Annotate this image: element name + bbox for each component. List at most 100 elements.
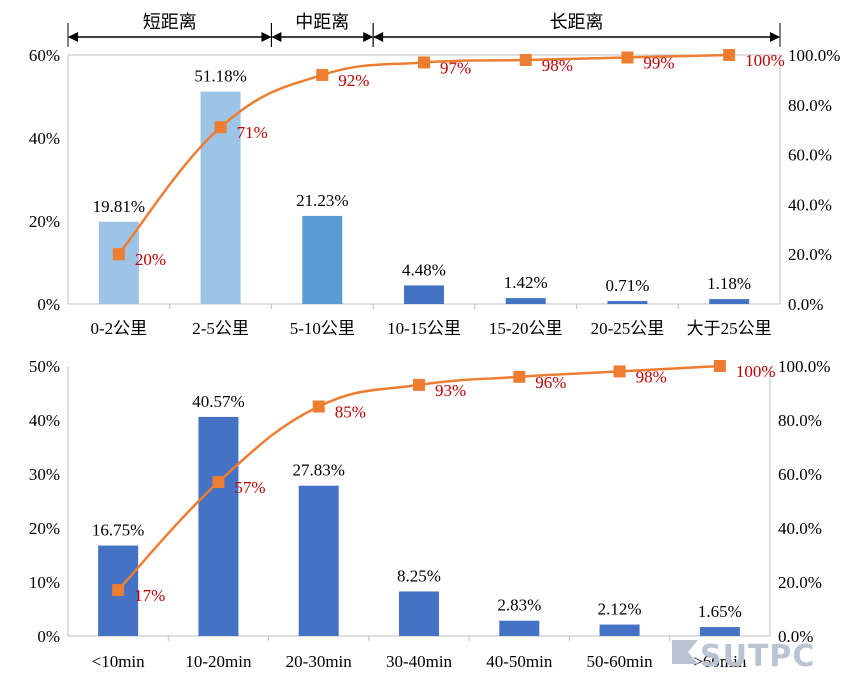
band-label: 短距离 (143, 12, 197, 33)
y2-tick-label: 20.0% (778, 573, 822, 592)
time-chart: 0% 10% 20% 30% 40% 50% 0.0% 20.0% 40.0% 60.0% 80.0… (29, 357, 831, 671)
y2-tick-label: 40.0% (778, 519, 822, 538)
cumulative-marker (723, 49, 736, 61)
y2-tick-label: 60.0% (778, 465, 822, 484)
cumulative-marker (713, 360, 726, 372)
band-label: 长距离 (550, 12, 604, 33)
band-arrow-head-left (271, 32, 282, 42)
bar-value-label: 2.83% (497, 596, 541, 615)
y-tick-label: 10% (29, 573, 60, 592)
bar-value-label: 51.18% (194, 67, 246, 86)
band-arrow-head-right (770, 32, 780, 42)
distance-chart: 0% 20% 40% 60% 0.0% 20.0% 40.0% 60.0% 80.0% 100.0… (29, 12, 841, 338)
y2-tick-label: 80.0% (788, 96, 832, 115)
bar (404, 285, 444, 304)
bar-value-label: 19.81% (93, 197, 145, 216)
bar (198, 416, 239, 636)
cumulative-marker (413, 378, 425, 391)
bar-value-label: 1.18% (707, 274, 751, 293)
cumulative-marker (316, 68, 329, 81)
y2-tick-label: 40.0% (788, 195, 832, 214)
cumulative-label: 93% (435, 381, 466, 400)
bar (505, 298, 546, 304)
bar (499, 620, 540, 636)
y-tick-label: 0% (37, 295, 60, 314)
band-arrow-head-left (68, 32, 78, 42)
bar-value-label: 0.71% (605, 276, 649, 295)
cumulative-marker (214, 121, 227, 134)
bar (298, 485, 339, 636)
cumulative-label: 98% (636, 367, 667, 386)
bar (399, 591, 439, 636)
category-label: 10-15公里 (387, 319, 461, 338)
bar (302, 215, 343, 304)
y-tick-label: 20% (29, 212, 60, 231)
y-tick-label: 0% (37, 627, 60, 646)
cumulative-label: 100% (745, 51, 785, 70)
cumulative-label: 97% (440, 58, 471, 77)
bar (607, 301, 648, 304)
bar (699, 627, 740, 636)
y-tick-label: 30% (29, 465, 60, 484)
y2-tick-label: 60.0% (788, 146, 832, 165)
cumulative-marker (112, 248, 125, 261)
y2-tick-label: 0.0% (778, 627, 813, 646)
bar-value-label: 1.42% (504, 273, 548, 292)
cumulative-label: 98% (542, 56, 573, 75)
y2-tick-label: 0.0% (788, 295, 823, 314)
category-label: <10min (92, 652, 146, 671)
band-arrow-head-left (373, 32, 384, 42)
cumulative-label: 96% (535, 373, 566, 392)
category-label: >60min (693, 652, 747, 671)
cumulative-label: 85% (335, 403, 366, 422)
y-tick-label: 40% (29, 129, 60, 148)
category-label: 15-20公里 (489, 319, 563, 338)
bar-value-label: 16.75% (92, 521, 144, 540)
cumulative-label: 100% (736, 362, 776, 381)
category-label: 40-50min (486, 652, 553, 671)
bar-value-label: 4.48% (402, 260, 446, 279)
category-label: 20-25公里 (591, 319, 665, 338)
band-arrow-head-right (363, 32, 374, 42)
cumulative-marker (621, 51, 634, 64)
y2-tick-label: 20.0% (788, 245, 832, 264)
band-label: 中距离 (295, 12, 349, 33)
bar (709, 299, 750, 304)
category-label: 2-5公里 (192, 319, 249, 338)
bar-value-label: 27.83% (293, 461, 345, 480)
band-arrow-head-right (261, 32, 272, 42)
cumulative-marker (418, 56, 430, 69)
cumulative-label: 92% (338, 71, 369, 90)
cumulative-label: 57% (234, 478, 265, 497)
cumulative-marker (112, 584, 125, 597)
cumulative-marker (312, 400, 325, 413)
y2-tick-label: 100.0% (778, 357, 830, 376)
category-label: 5-10公里 (290, 319, 355, 338)
category-label: 20-30min (286, 652, 353, 671)
bar-value-label: 2.12% (598, 600, 642, 619)
bar-value-label: 21.23% (296, 191, 348, 210)
y-tick-label: 20% (29, 519, 60, 538)
category-label: 0-2公里 (91, 319, 148, 338)
bar (599, 624, 640, 636)
watermark-text: SUTPC (700, 639, 815, 674)
cumulative-marker (212, 476, 225, 489)
cumulative-label: 71% (237, 123, 268, 142)
y-tick-label: 60% (29, 46, 60, 65)
cumulative-label: 20% (135, 250, 166, 269)
bar-value-label: 1.65% (698, 602, 742, 621)
watermark-logo-icon (672, 640, 698, 664)
y2-tick-label: 100.0% (788, 46, 840, 65)
y-tick-label: 50% (29, 357, 60, 376)
cumulative-label: 99% (643, 53, 674, 72)
y2-tick-label: 80.0% (778, 411, 822, 430)
cumulative-marker (519, 53, 532, 66)
cumulative-marker (613, 365, 626, 378)
bar-value-label: 40.57% (192, 392, 244, 411)
cumulative-label: 17% (134, 586, 165, 605)
category-label: 大于25公里 (687, 319, 772, 338)
bar-value-label: 8.25% (397, 566, 441, 585)
y-tick-label: 40% (29, 411, 60, 430)
category-label: 50-60min (587, 652, 654, 671)
